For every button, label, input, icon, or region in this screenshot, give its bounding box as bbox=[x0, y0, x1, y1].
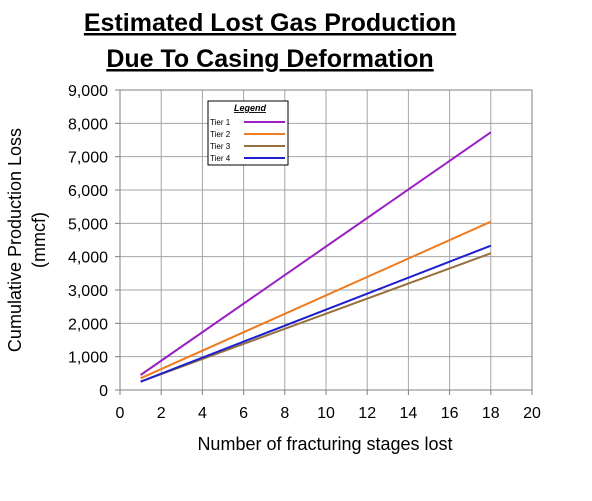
series-line-tier-1 bbox=[140, 131, 492, 376]
y-tick-label: 6,000 bbox=[68, 183, 108, 200]
x-tick-label: 8 bbox=[280, 405, 289, 422]
y-axis-label-line-1: Cumulative Production Loss bbox=[5, 128, 25, 352]
x-tick-label: 20 bbox=[523, 405, 541, 422]
legend-label: Tier 3 bbox=[210, 142, 231, 151]
legend-label: Tier 4 bbox=[210, 154, 231, 163]
series-line-tier-2 bbox=[140, 220, 492, 380]
legend-label: Tier 2 bbox=[210, 130, 231, 139]
y-tick-label: 2,000 bbox=[68, 316, 108, 333]
x-tick-label: 10 bbox=[317, 405, 335, 422]
legend-items: Tier 1 Tier 2 Tier 3 Tier 4 bbox=[210, 118, 285, 163]
y-tick-label: 3,000 bbox=[68, 283, 108, 300]
x-tick-label: 0 bbox=[116, 405, 125, 422]
chart-title-line-2: Due To Casing Deformation bbox=[106, 45, 433, 73]
series-line-tier-3 bbox=[140, 252, 492, 383]
legend-label: Tier 1 bbox=[210, 118, 231, 127]
y-tick-label: 4,000 bbox=[68, 250, 108, 267]
legend: Legend Tier 1 Tier 2 Tier 3 Tier 4 bbox=[207, 100, 289, 166]
x-tick-label: 14 bbox=[400, 405, 418, 422]
x-tick-label: 18 bbox=[482, 405, 500, 422]
y-tick-label: 5,000 bbox=[68, 216, 108, 233]
y-axis-label-line-2: (mmcf) bbox=[29, 212, 49, 268]
x-tick-label: 2 bbox=[157, 405, 166, 422]
x-tick-label: 16 bbox=[441, 405, 459, 422]
x-tick-label: 12 bbox=[358, 405, 376, 422]
y-tick-label: 9,000 bbox=[68, 83, 108, 100]
series-lines bbox=[140, 131, 492, 383]
legend-title: Legend bbox=[234, 103, 267, 113]
chart-title-line-1: Estimated Lost Gas Production bbox=[84, 9, 456, 37]
y-tick-label: 8,000 bbox=[68, 116, 108, 133]
x-axis-ticks: 0 2 4 6 8 10 12 14 16 18 20 bbox=[116, 390, 541, 422]
y-tick-label: 1,000 bbox=[68, 350, 108, 367]
y-tick-label: 7,000 bbox=[68, 150, 108, 167]
y-axis-ticks: 0 1,000 2,000 3,000 4,000 5,000 6,000 7,000 8,00… bbox=[68, 83, 120, 400]
x-tick-label: 6 bbox=[239, 405, 248, 422]
x-axis-label: Number of fracturing stages lost bbox=[197, 434, 452, 454]
series-line-tier-4 bbox=[140, 244, 492, 383]
x-tick-label: 4 bbox=[198, 405, 207, 422]
gridlines bbox=[119, 89, 533, 391]
y-tick-label: 0 bbox=[99, 383, 108, 400]
